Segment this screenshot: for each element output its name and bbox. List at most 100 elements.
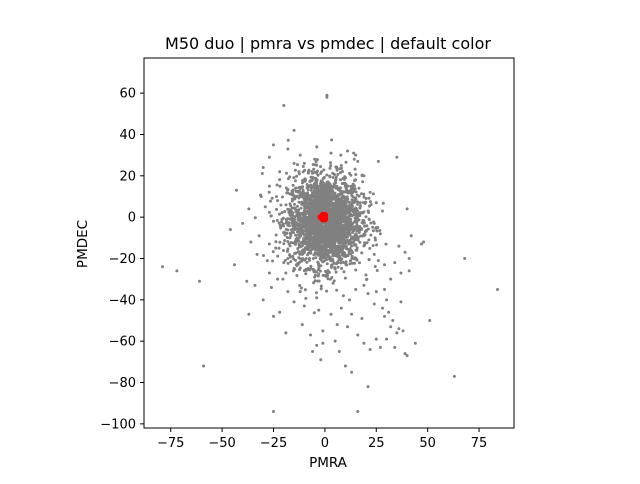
data-point [389, 325, 393, 329]
data-point [340, 266, 344, 270]
data-point [269, 214, 273, 218]
data-point [298, 268, 302, 272]
data-point [376, 259, 380, 263]
data-point [348, 203, 352, 207]
data-point [263, 205, 267, 209]
data-point [322, 189, 326, 193]
data-point [289, 209, 293, 213]
data-point [276, 199, 280, 203]
data-point [284, 271, 288, 275]
data-point [298, 283, 302, 287]
data-point [297, 196, 301, 200]
data-point [291, 254, 295, 258]
data-point [342, 212, 346, 216]
data-point [306, 170, 310, 174]
data-point [365, 241, 369, 245]
x-tick-label: −75 [157, 436, 184, 451]
data-point [295, 274, 299, 278]
data-point [286, 247, 290, 251]
data-point [311, 162, 315, 166]
data-point [283, 259, 287, 263]
data-point [290, 206, 294, 210]
data-point [310, 217, 314, 221]
data-point [289, 241, 293, 244]
data-point [312, 182, 316, 186]
data-point [284, 331, 288, 335]
data-point [361, 234, 365, 238]
data-point [496, 288, 500, 292]
data-point [335, 200, 339, 204]
data-point [314, 291, 318, 295]
data-point [339, 306, 343, 310]
data-point [351, 204, 355, 208]
x-tick-label: 0 [321, 436, 329, 451]
data-point [267, 210, 271, 214]
data-point [334, 185, 338, 189]
data-point [341, 247, 345, 251]
data-point [318, 193, 322, 197]
data-point [324, 203, 328, 207]
data-point [290, 231, 294, 235]
data-point [241, 221, 245, 225]
data-point [343, 364, 347, 368]
data-point [341, 219, 345, 223]
data-point [308, 216, 312, 220]
data-point [294, 242, 298, 246]
data-point [352, 210, 356, 214]
data-point [283, 210, 287, 214]
data-point [326, 277, 330, 281]
data-point [329, 209, 333, 213]
data-point [259, 194, 263, 198]
data-point [346, 325, 349, 329]
data-point [383, 314, 386, 318]
data-point [359, 204, 363, 208]
data-point [316, 212, 320, 216]
data-point [352, 207, 356, 211]
data-point [292, 176, 296, 180]
data-point [309, 201, 313, 205]
data-point [365, 224, 369, 228]
data-point [286, 177, 290, 181]
data-point [292, 128, 296, 132]
data-point [325, 244, 329, 248]
data-point [261, 298, 265, 302]
data-point [305, 222, 309, 226]
data-point [345, 209, 349, 213]
data-point [331, 212, 335, 216]
data-point [333, 267, 337, 271]
data-point [315, 182, 319, 186]
data-point [293, 179, 297, 183]
data-point [328, 256, 332, 260]
data-point [260, 171, 264, 175]
data-point [367, 196, 371, 200]
data-point [315, 169, 319, 173]
data-point [286, 147, 290, 151]
data-point [405, 207, 409, 211]
data-point [314, 256, 318, 260]
data-point [371, 225, 375, 229]
data-point [342, 177, 346, 181]
data-point [354, 172, 358, 176]
y-tick-label: 40 [119, 128, 136, 143]
data-point [362, 221, 366, 225]
data-point [296, 250, 300, 254]
data-point [364, 200, 368, 204]
data-point [360, 316, 364, 320]
data-point [304, 296, 308, 300]
data-point [356, 409, 360, 413]
data-point [319, 264, 323, 268]
data-point [337, 247, 341, 251]
data-point [312, 243, 316, 247]
data-point [368, 347, 372, 351]
data-point [395, 155, 399, 159]
data-point [362, 195, 366, 199]
data-point [305, 260, 309, 264]
data-point [378, 345, 382, 349]
data-point [357, 186, 361, 190]
data-point [375, 229, 379, 233]
data-point [337, 241, 341, 245]
data-point [300, 185, 304, 189]
data-point [267, 242, 271, 246]
data-point [332, 173, 336, 177]
data-point [326, 224, 330, 228]
